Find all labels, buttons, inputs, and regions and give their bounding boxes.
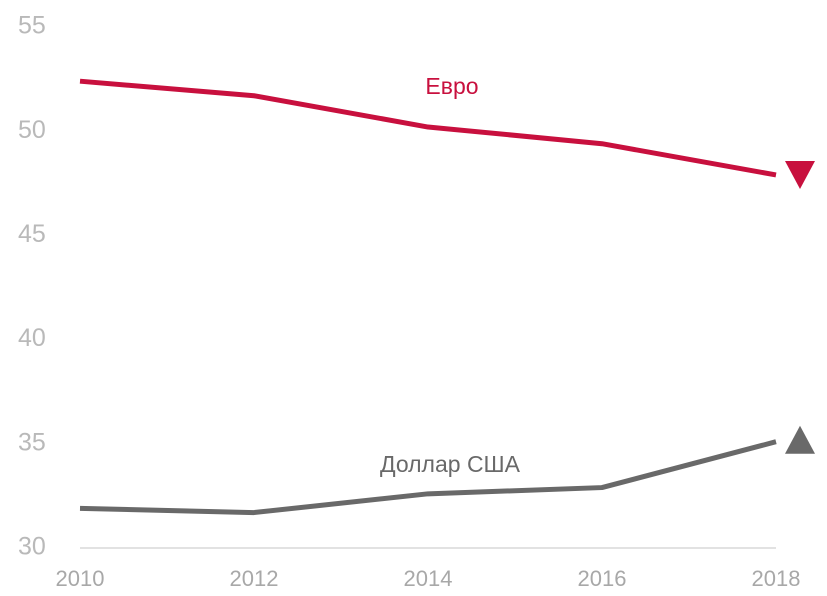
trend-marker (785, 160, 815, 189)
x-tick-label: 2018 (752, 566, 801, 591)
y-tick-label: 40 (18, 324, 46, 352)
y-tick-label: 55 (18, 12, 46, 40)
y-tick-label: 30 (18, 533, 46, 561)
trend-marker (785, 425, 815, 454)
y-tick-label: 45 (18, 220, 46, 248)
x-tick-label: 2010 (56, 566, 105, 591)
series-line (79, 439, 777, 516)
x-tick-label: 2012 (230, 566, 279, 591)
x-tick-label: 2016 (578, 566, 627, 591)
y-tick-label: 35 (18, 428, 46, 456)
x-tick-label: 2014 (404, 566, 453, 591)
series-line (79, 78, 777, 178)
series-label: Евро (425, 73, 478, 99)
y-tick-label: 50 (18, 116, 46, 144)
series-label: Доллар США (380, 451, 521, 477)
